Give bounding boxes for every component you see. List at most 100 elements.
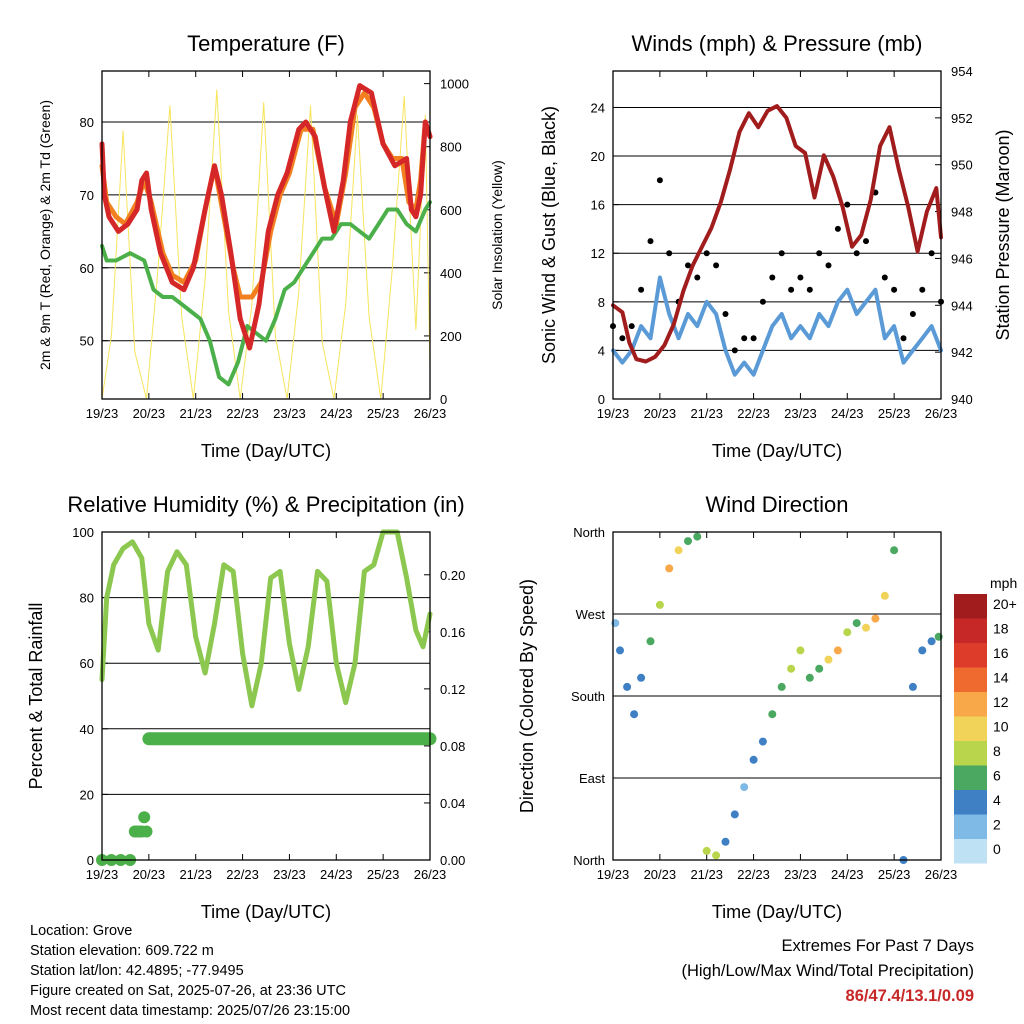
direction-point [637,673,646,682]
x-tick-label: 19/23 [597,867,630,882]
direction-point [927,637,936,646]
y-tick-label: 0 [598,392,605,407]
y-tick-label: 8 [598,295,605,310]
x-tick-label: 20/23 [133,406,166,421]
x-axis-label: Time (Day/UTC) [201,902,331,922]
x-tick-label: 19/23 [597,406,630,421]
x-tick-label: 24/23 [320,867,353,882]
gust-point [919,286,926,293]
direction-point [730,810,739,819]
colorbar-swatch [954,741,987,766]
gust-point [797,274,804,281]
y-tick-label: 100 [72,525,94,540]
colorbar-label: 16 [993,645,1009,661]
x-tick-label: 20/23 [644,406,677,421]
x-tick-label: 24/23 [320,406,353,421]
colorbar-label: 12 [993,694,1009,710]
direction-point [805,673,814,682]
direction-point [693,532,702,541]
station-info: Location: Grove Station elevation: 609.7… [30,921,350,1021]
y2-tick-label: 942 [951,345,973,360]
gust-point [750,335,757,342]
extremes-title: Extremes For Past 7 Days [781,937,974,955]
y-tick-label: 50 [80,334,94,349]
x-tick-label: 20/23 [644,867,677,882]
y-axis-label: Direction (Colored By Speed) [517,579,537,813]
gust-point [638,286,645,293]
colorbar-label: 20+ [993,596,1017,612]
direction-point [684,537,692,546]
direction-point [796,646,805,655]
y2-tick-label: 0.12 [440,682,465,697]
gust-point [825,262,832,269]
y2-tick-label: 944 [951,298,973,313]
x-tick-label: 24/23 [831,406,864,421]
colorbar-label: 8 [993,743,1001,759]
colorbar-label: 6 [993,768,1001,784]
rainfall-point [140,825,153,838]
gust-point [909,311,916,317]
gust-point [731,347,738,354]
humidity-precip-panel: Relative Humidity (%) & Precipitation (i… [26,492,465,922]
chart-title: Relative Humidity (%) & Precipitation (i… [67,492,464,517]
direction-point [833,646,842,655]
y2-tick-label: 200 [440,329,462,344]
y-tick-label: 40 [80,722,94,737]
x-tick-label: 21/23 [690,867,723,882]
colorbar-swatch [954,618,987,643]
x-tick-label: 22/23 [737,406,770,421]
y2-tick-label: 600 [440,203,462,218]
direction-point [712,851,721,860]
y2-tick-label: 940 [951,392,973,407]
gust-point [769,274,776,281]
gust-point [628,323,635,330]
location-text: Location: Grove [30,923,133,939]
gust-point [741,335,748,342]
colorbar-swatch [954,839,987,864]
y2-tick-label: 1000 [440,77,469,92]
direction-point [815,664,824,673]
gust-point [881,274,888,281]
y-tick-label: South [571,689,605,704]
direction-point [862,623,870,632]
chart-title: Temperature (F) [187,31,345,56]
x-tick-label: 23/23 [784,867,817,882]
y2-tick-label: 0.20 [440,568,465,583]
plot-frame [612,531,942,861]
x-axis-label: Time (Day/UTC) [712,902,842,922]
chart-title: Winds (mph) & Pressure (mb) [632,31,923,56]
direction-point [880,591,889,600]
direction-point [623,682,632,691]
direction-point [740,783,749,792]
gust-point [713,262,720,269]
y-tick-label: 0 [87,853,94,868]
x-tick-label: 26/23 [925,406,958,421]
direction-point [665,564,674,573]
x-tick-label: 24/23 [831,867,864,882]
plot-frame [612,70,942,400]
wind-direction-panel: Wind Direction 19/23 20/23 21/23 22/23 23/23 2… [517,492,1017,922]
colorbar-swatch [954,594,987,619]
gust-point [928,250,935,257]
gust-point [863,238,869,245]
x-tick-label: 26/23 [925,867,958,882]
direction-point [918,646,927,655]
colorbar-title: mph [990,575,1017,591]
colorbar-label: 18 [993,621,1009,637]
x-tick-label: 21/23 [179,406,212,421]
direction-point [768,710,777,719]
y-tick-label: 60 [80,261,94,276]
y2-tick-label: 946 [951,251,973,266]
x-tick-label: 22/23 [226,406,259,421]
y-tick-label: 70 [80,188,94,203]
direction-point [616,646,624,655]
gust-point [844,201,851,208]
gust-point [722,311,729,317]
gust-point [788,286,795,293]
x-tick-label: 22/23 [226,867,259,882]
y2-tick-label: 0.04 [440,796,465,811]
y-axis-label: Percent & Total Rainfall [26,603,46,790]
y2-tick-label: 948 [951,205,973,220]
y-tick-label: 4 [598,343,605,358]
y-tick-label: 20 [80,787,94,802]
